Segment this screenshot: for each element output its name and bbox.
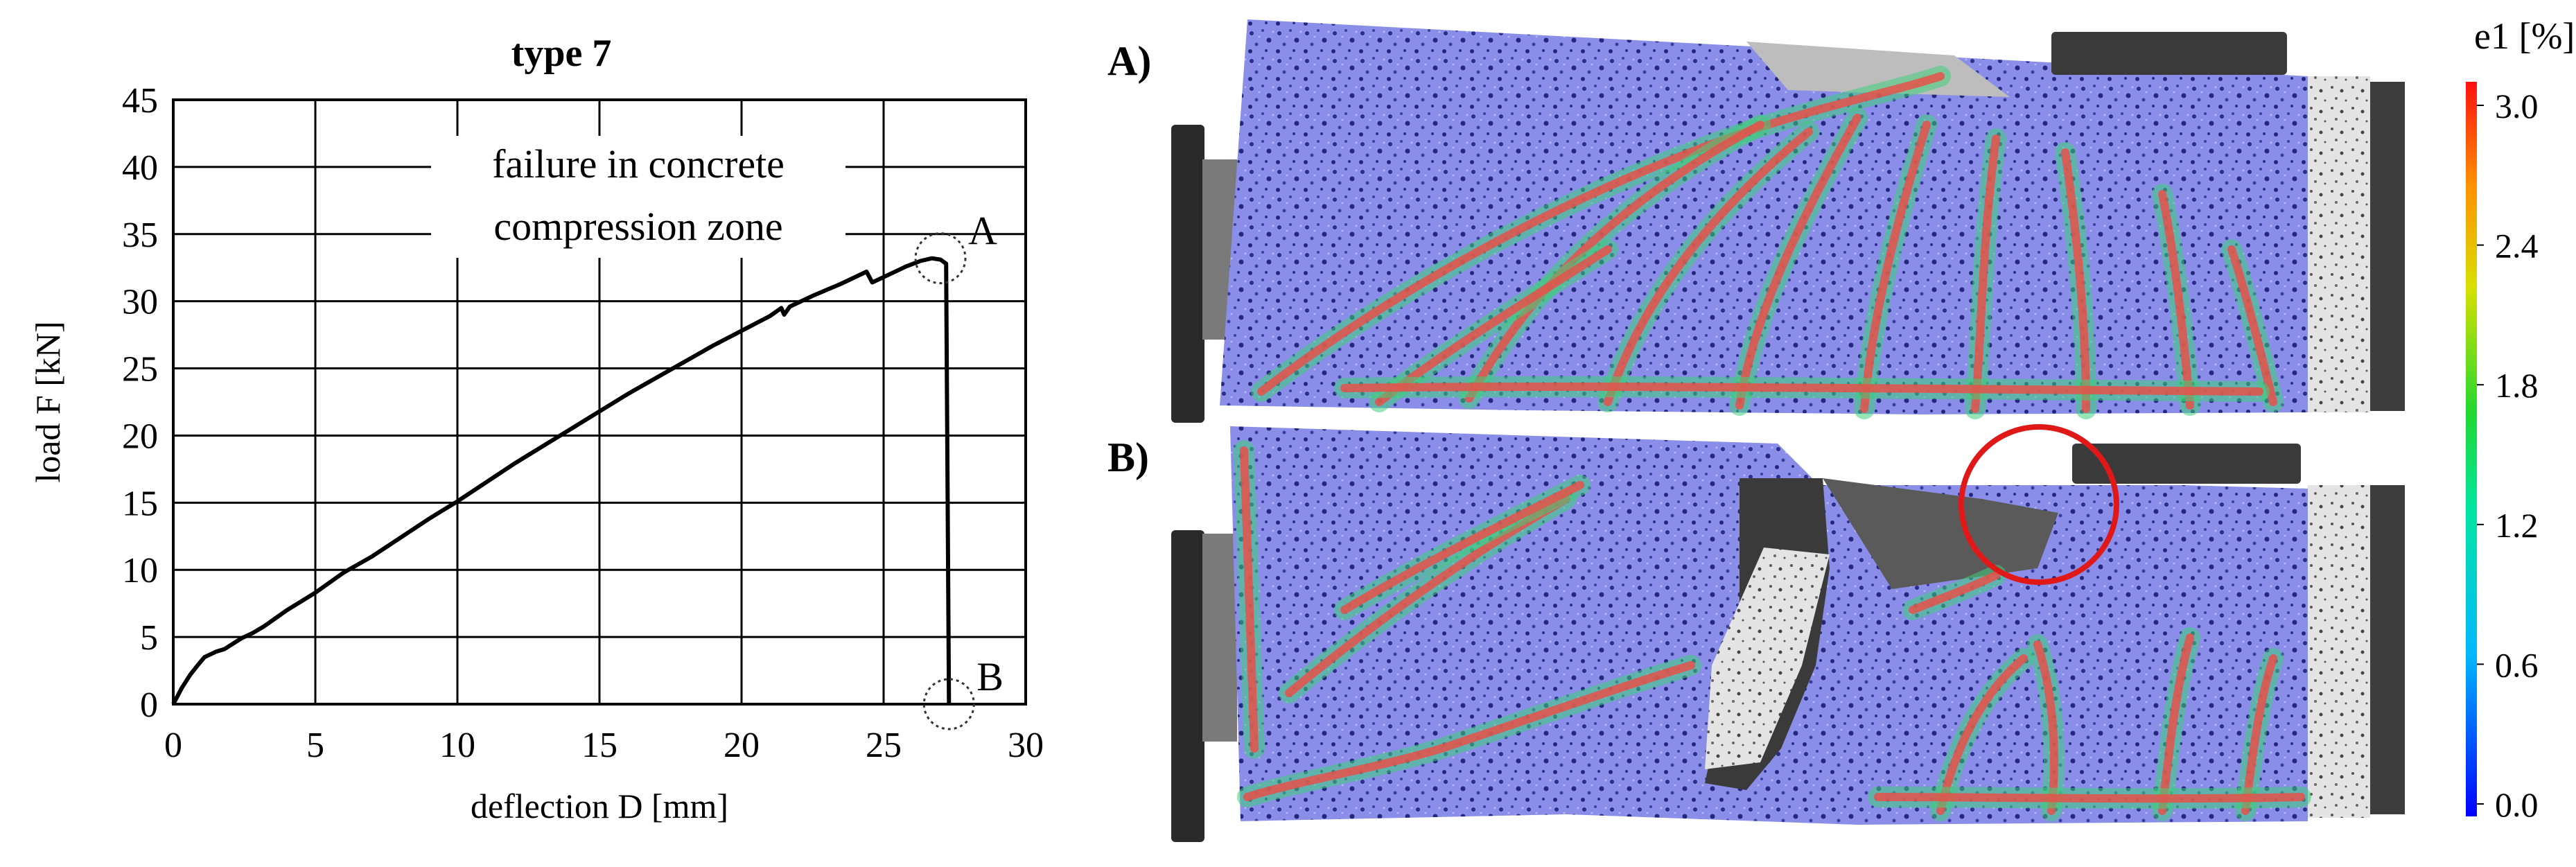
crack-line	[1340, 481, 1584, 614]
panel-a-label: A)	[1107, 38, 1151, 84]
crack-line	[2061, 148, 2090, 413]
specimen-a	[1220, 19, 2308, 414]
panel-a: A)	[1107, 19, 2405, 423]
colorbar-tick-label: 3.0	[2495, 87, 2539, 125]
point-label: A	[968, 209, 997, 254]
y-tick-label: 40	[122, 148, 158, 188]
y-tick-label: 5	[140, 618, 158, 658]
colorbar-tick-label: 0.0	[2495, 785, 2539, 824]
x-tick-labels: 0 5 10 15 20 25 30	[164, 726, 1044, 765]
colorbar-title: e1 [%]	[2474, 15, 2575, 57]
point-marker	[914, 232, 967, 285]
x-tick-label: 30	[1008, 726, 1044, 765]
crack-line	[1240, 446, 1259, 753]
panel-b: B)	[1107, 424, 2405, 842]
panel-b-label: B)	[1107, 435, 1149, 480]
x-tick-label: 10	[439, 726, 475, 765]
colorbar-gradient	[2466, 82, 2477, 816]
crack-line	[1971, 134, 2000, 413]
crack-line	[1874, 793, 2305, 803]
point-marker	[922, 678, 975, 730]
annotation-line-1: failure in concrete	[492, 141, 785, 186]
crack-pattern-b	[1234, 440, 2311, 821]
right-end-a	[2308, 76, 2370, 412]
failure-circle	[1959, 424, 2119, 585]
colorbar-tick-label: 0.6	[2495, 645, 2539, 684]
y-tick-label: 30	[122, 283, 158, 322]
x-axis-label: deflection D [mm]	[471, 787, 728, 825]
left-support-b	[1171, 530, 1204, 842]
y-tick-label: 0	[140, 685, 158, 725]
y-tick-labels: 0 5 10 15 20 25 30 35 40 45	[122, 81, 158, 725]
marked-points: AB	[914, 209, 1004, 730]
crack-line	[2033, 640, 2058, 815]
annotation-line-2: compression zone	[493, 204, 782, 249]
colorbar-tick-label: 1.2	[2495, 506, 2539, 545]
load-plate-b	[2072, 444, 2301, 484]
dic-strain-photos: A) B) e1 [%] 3.0 2.4 1.8 1.2 0.6 0.0	[1107, 15, 2575, 842]
colorbar-ticks: 3.0 2.4 1.8 1.2 0.6 0.0	[2477, 87, 2539, 824]
x-tick-label: 20	[724, 726, 760, 765]
crack-line	[1860, 121, 1931, 413]
left-bracket-b	[1202, 534, 1237, 742]
crack-line	[2158, 633, 2194, 815]
x-tick-label: 25	[866, 726, 902, 765]
x-tick-label: 5	[306, 726, 324, 765]
crushed-zone-b	[1823, 478, 2058, 589]
crack-line	[1465, 121, 1764, 403]
y-tick-label: 20	[122, 417, 158, 456]
colorbar-tick-label: 1.8	[2495, 366, 2539, 405]
y-tick-label: 35	[122, 216, 158, 255]
annotation-box: failure in concrete compression zone	[431, 136, 845, 258]
y-tick-label: 45	[122, 81, 158, 121]
load-deflection-curve	[171, 256, 952, 706]
crack-line	[1340, 382, 2263, 396]
colorbar-tick-label: 2.4	[2495, 227, 2539, 265]
x-tick-label: 15	[581, 726, 617, 765]
right-end-b	[2308, 485, 2370, 818]
crack-line	[1735, 114, 1861, 410]
left-support-a	[1171, 125, 1204, 423]
crack-line	[2227, 245, 2277, 406]
chart-title: type 7	[511, 32, 612, 75]
spalled-piece-b	[1705, 548, 1830, 769]
right-support-a	[2370, 82, 2405, 411]
plot-frame	[172, 98, 1027, 706]
load-deflection-chart: type 7 0 5 10 15 20 25 30 35 40 45 0 5 10 15 20 25 30 d…	[28, 32, 1044, 825]
y-tick-label: 15	[122, 484, 158, 523]
crack-line	[1604, 128, 1813, 406]
crack-pattern-a	[1251, 66, 2284, 419]
annotation-background	[431, 136, 845, 258]
crack-line	[1243, 661, 1695, 801]
y-tick-label: 25	[122, 350, 158, 389]
strain-colorbar: e1 [%] 3.0 2.4 1.8 1.2 0.6 0.0	[2466, 15, 2575, 824]
y-tick-label: 10	[122, 551, 158, 590]
x-tick-label: 0	[164, 726, 182, 765]
crack-line	[1909, 571, 2000, 614]
crack-line	[2158, 190, 2194, 410]
crack-line	[1257, 72, 1945, 396]
point-label: B	[976, 654, 1004, 699]
right-support-b	[2370, 485, 2405, 814]
load-plate-a	[2051, 32, 2287, 75]
y-axis-label: load F [kN]	[28, 321, 67, 482]
